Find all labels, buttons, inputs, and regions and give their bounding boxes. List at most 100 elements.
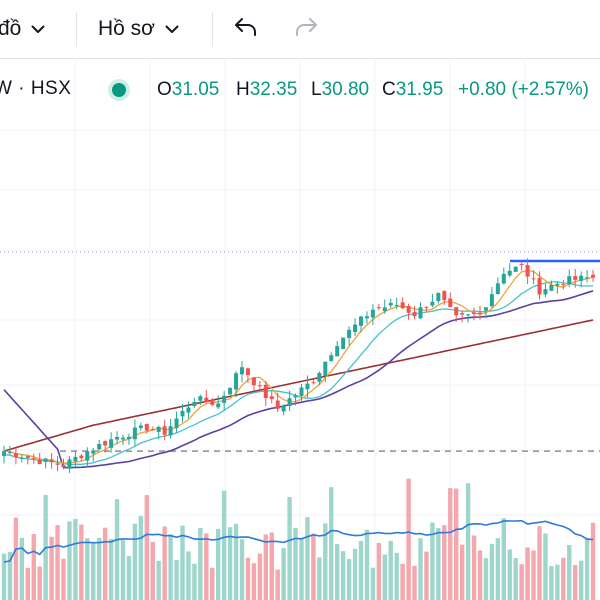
volume-bar bbox=[335, 543, 340, 600]
undo-button[interactable] bbox=[229, 12, 263, 46]
change-value: +0.80 (+2.57%) bbox=[458, 79, 589, 100]
candle-body bbox=[269, 396, 274, 400]
candle-body bbox=[454, 307, 459, 316]
volume-bar bbox=[174, 559, 179, 600]
candle-body bbox=[97, 443, 102, 450]
candle-body bbox=[19, 457, 24, 459]
volume-bar bbox=[275, 569, 280, 600]
candle-body bbox=[466, 314, 471, 316]
candle-body bbox=[240, 367, 244, 375]
candle-body bbox=[537, 278, 542, 295]
candle-body bbox=[210, 399, 215, 405]
candle-body bbox=[347, 329, 352, 338]
ma-mid-line bbox=[3, 281, 594, 466]
candle-body bbox=[216, 403, 221, 408]
volume-bar bbox=[549, 566, 554, 600]
redo-button[interactable] bbox=[289, 12, 323, 46]
candle-body bbox=[311, 382, 316, 384]
volume-bar bbox=[573, 565, 578, 600]
volume-bar bbox=[108, 538, 114, 600]
volume-bar bbox=[525, 547, 530, 600]
profile-dropdown[interactable]: Hồ sơ bbox=[98, 0, 179, 58]
toolbar-separator bbox=[76, 12, 77, 46]
candle-body bbox=[561, 284, 566, 286]
candle-body bbox=[222, 395, 227, 403]
symbol-name: W · HSX bbox=[0, 78, 72, 99]
candle-body bbox=[115, 437, 120, 440]
volume-bar bbox=[293, 527, 298, 600]
volume-bar bbox=[501, 518, 506, 600]
candle-body bbox=[495, 283, 500, 295]
volume-bar bbox=[192, 563, 197, 600]
volume-bar bbox=[465, 483, 471, 600]
volume-bar bbox=[227, 527, 233, 600]
volume-bar bbox=[180, 525, 185, 600]
volume-bar bbox=[382, 554, 387, 600]
status-dot-icon bbox=[112, 83, 126, 97]
symbol-legend: W · HSX O31.05 H32.35 L30.80 C31.95 +0.8… bbox=[0, 74, 600, 106]
volume-bar bbox=[495, 538, 501, 600]
candle-body bbox=[507, 270, 512, 276]
candle-body bbox=[436, 292, 441, 302]
candle-body bbox=[472, 312, 477, 315]
volume-bar bbox=[448, 488, 453, 600]
candle-body bbox=[448, 298, 453, 307]
candle-body bbox=[204, 397, 209, 402]
volume-bar bbox=[376, 542, 382, 600]
chart-type-dropdown[interactable]: đồ bbox=[0, 0, 45, 58]
candle-body bbox=[192, 401, 197, 407]
volume-bar bbox=[263, 534, 268, 600]
candle-body bbox=[382, 307, 387, 312]
candle-body bbox=[43, 458, 48, 462]
candle-body bbox=[73, 456, 78, 462]
volume-bar bbox=[305, 517, 310, 600]
volume-bar bbox=[162, 526, 167, 600]
volume-bar bbox=[198, 527, 203, 600]
candle-body bbox=[275, 400, 280, 409]
candle-body bbox=[2, 451, 6, 456]
candle-body bbox=[61, 464, 66, 468]
candle-body bbox=[85, 451, 90, 461]
candle-body bbox=[543, 289, 548, 295]
candle-body bbox=[126, 436, 131, 439]
volume-bar bbox=[126, 556, 132, 600]
volume-bar bbox=[483, 558, 489, 600]
candle-body bbox=[364, 316, 369, 319]
candle-body bbox=[418, 307, 423, 319]
volume-bar bbox=[340, 551, 346, 600]
volume-bar bbox=[156, 560, 161, 600]
volume-bar bbox=[477, 550, 483, 600]
candle-body bbox=[257, 385, 262, 387]
candle-body bbox=[412, 312, 417, 317]
volume-bar bbox=[91, 543, 96, 600]
candle-body bbox=[79, 455, 84, 459]
volume-bar bbox=[537, 526, 542, 600]
volume-bar bbox=[311, 533, 316, 600]
candle-body bbox=[37, 459, 42, 465]
candle-body bbox=[245, 368, 250, 376]
volume-bar bbox=[454, 488, 459, 600]
profile-label: Hồ sơ bbox=[98, 17, 155, 40]
volume-bar bbox=[138, 516, 144, 600]
volume-bar bbox=[567, 544, 572, 600]
candle-body bbox=[388, 302, 393, 306]
volume-bar bbox=[578, 560, 584, 600]
volume-bar bbox=[555, 564, 560, 600]
candle-body bbox=[359, 316, 363, 326]
volume-bar bbox=[1, 553, 7, 600]
volume-bar bbox=[73, 518, 78, 600]
candle-body bbox=[156, 426, 161, 432]
candle-body bbox=[299, 387, 304, 397]
candle-body bbox=[121, 437, 125, 440]
candle-body bbox=[91, 450, 96, 454]
volume-bar bbox=[442, 525, 447, 600]
high-value: H32.35 bbox=[236, 79, 298, 100]
volume-bar bbox=[370, 567, 376, 600]
candle-body bbox=[531, 278, 536, 280]
candle-body bbox=[13, 453, 18, 458]
candle-body bbox=[579, 275, 584, 281]
candle-body bbox=[31, 458, 36, 460]
volume-bar bbox=[412, 565, 417, 600]
volume-bar bbox=[55, 525, 60, 600]
